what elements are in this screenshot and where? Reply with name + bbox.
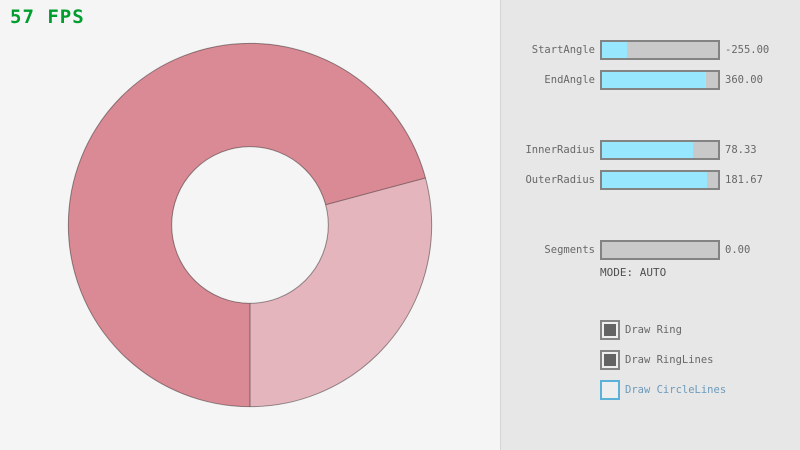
slider-value-startangle: -255.00	[725, 44, 770, 56]
slider-row-startangle: StartAngle -255.00	[501, 40, 800, 60]
checkbox-draw-ringlines[interactable]: Draw RingLines	[600, 350, 800, 370]
slider-label-startangle: StartAngle	[531, 44, 595, 56]
slider-fill-innerradius	[602, 142, 693, 158]
ring-sector-overlap	[68, 43, 426, 407]
check-mark-icon	[604, 354, 616, 366]
checkbox-label-draw-circlelines: Draw CircleLines	[625, 384, 727, 396]
slider-fill-outerradius	[602, 172, 708, 188]
ring-outline-outer	[67, 42, 433, 408]
slider-label-segments: Segments	[544, 244, 595, 256]
slider-row-segments: Segments 0.00	[501, 240, 800, 260]
slider-fill-endangle	[602, 72, 707, 88]
ring-sector-single	[250, 177, 432, 407]
checkbox-draw-circlelines[interactable]: Draw CircleLines	[600, 380, 800, 400]
checkbox-box-icon[interactable]	[600, 350, 620, 370]
ring-outline-inner	[171, 146, 329, 304]
check-mark-icon	[604, 324, 616, 336]
ring-canvas	[67, 42, 433, 408]
slider-value-segments: 0.00	[725, 244, 751, 256]
checkbox-label-draw-ring: Draw Ring	[625, 324, 682, 336]
slider-label-innerradius: InnerRadius	[525, 144, 595, 156]
slider-bar-endangle[interactable]	[600, 70, 720, 90]
slider-value-innerradius: 78.33	[725, 144, 757, 156]
slider-bar-innerradius[interactable]	[600, 140, 720, 160]
slider-value-outerradius: 181.67	[725, 174, 763, 186]
slider-row-outerradius: OuterRadius 181.67	[501, 170, 800, 190]
slider-label-endangle: EndAngle	[544, 74, 595, 86]
fps-counter: 57 FPS	[10, 6, 85, 28]
checkbox-box-icon[interactable]	[600, 380, 620, 400]
checkbox-label-draw-ringlines: Draw RingLines	[625, 354, 714, 366]
segments-mode-text: MODE: AUTO	[600, 266, 667, 279]
checkbox-box-icon[interactable]	[600, 320, 620, 340]
slider-fill-startangle	[602, 42, 628, 58]
slider-row-endangle: EndAngle 360.00	[501, 70, 800, 90]
checkbox-draw-ring[interactable]: Draw Ring	[600, 320, 800, 340]
slider-bar-segments[interactable]	[600, 240, 720, 260]
slider-value-endangle: 360.00	[725, 74, 763, 86]
slider-bar-outerradius[interactable]	[600, 170, 720, 190]
slider-row-innerradius: InnerRadius 78.33	[501, 140, 800, 160]
slider-bar-startangle[interactable]	[600, 40, 720, 60]
slider-label-outerradius: OuterRadius	[525, 174, 595, 186]
ring-radial-line-0	[325, 177, 426, 206]
controls-panel: StartAngle -255.00 EndAngle 360.00 Inner…	[500, 0, 800, 450]
